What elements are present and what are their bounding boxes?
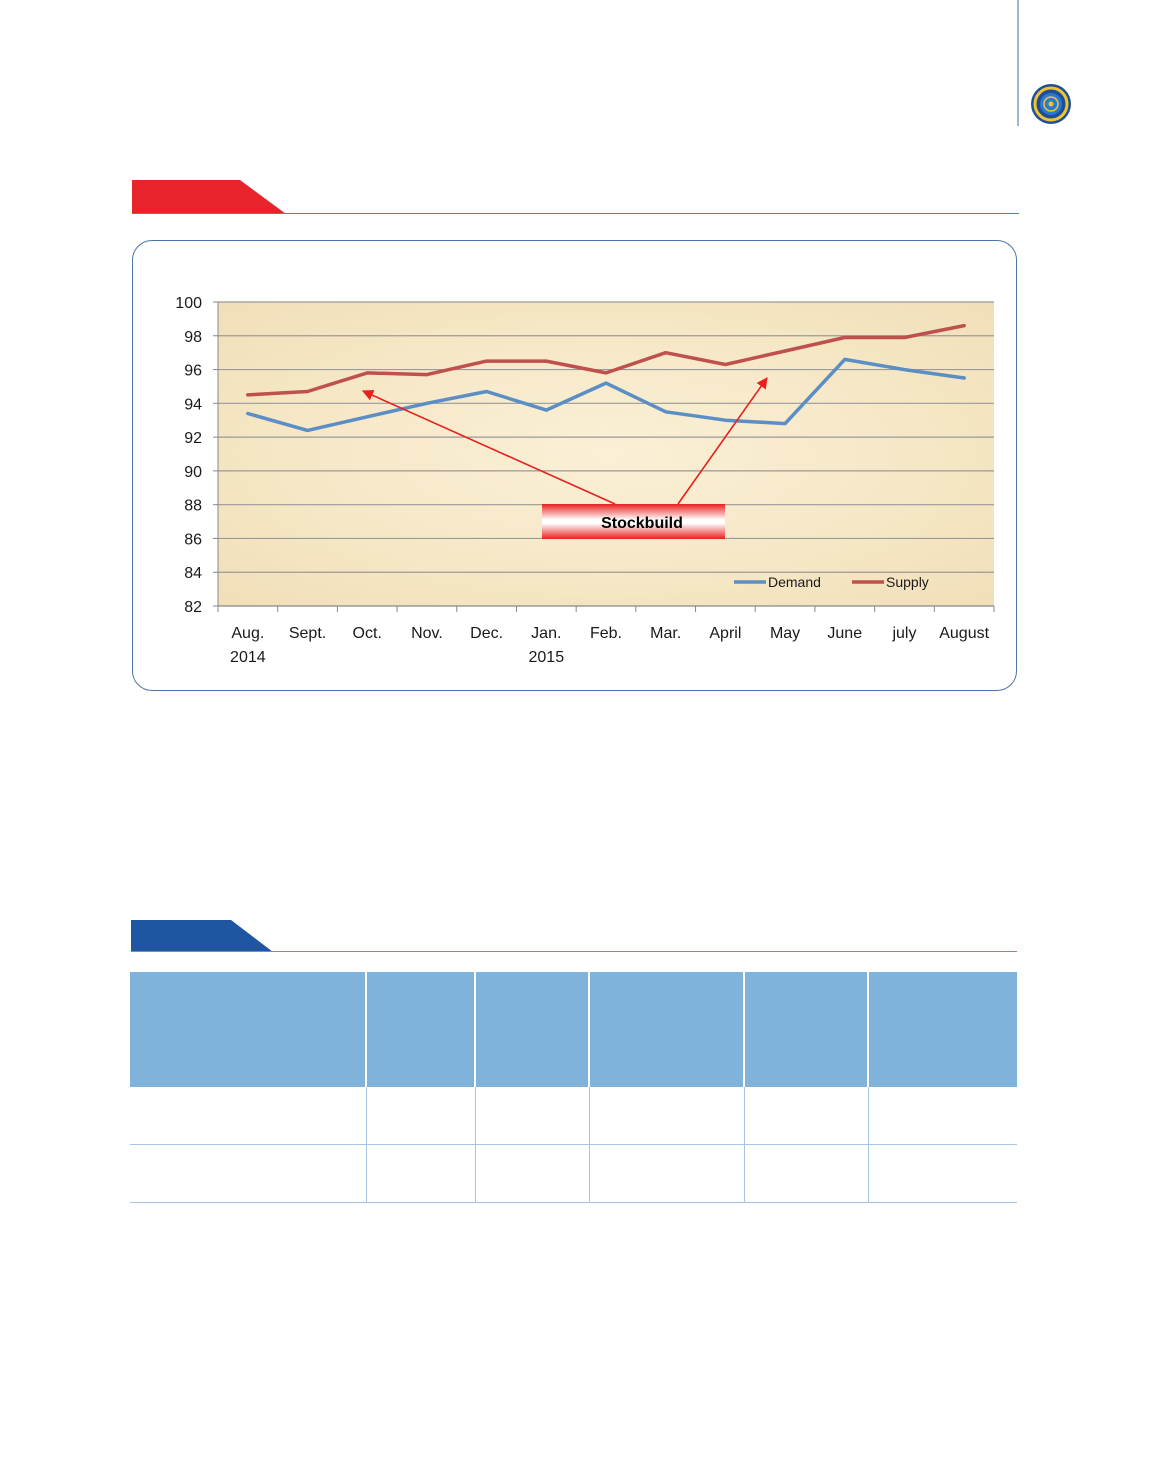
section-tab-red: [132, 180, 286, 214]
x-tick-label: Jan.: [531, 625, 561, 642]
callout-arrow: [361, 390, 616, 505]
x-tick-label: May: [770, 625, 800, 642]
x-tick-label: June: [827, 625, 862, 642]
callout-label: Stockbuild: [601, 515, 683, 532]
section-rule-red: [131, 951, 1017, 952]
stockbuild-annotation: Stockbuild: [361, 377, 768, 539]
table-cell: [366, 1144, 476, 1203]
table-row: [130, 1087, 1017, 1145]
legend: Demand Supply: [734, 574, 929, 590]
data-point-supply: [365, 371, 369, 375]
table-cell: [475, 1087, 590, 1145]
y-tick-label: 100: [175, 295, 202, 312]
header-divider: [1017, 0, 1019, 126]
y-tick-label: 82: [184, 599, 202, 616]
y-tick-label: 84: [184, 565, 202, 582]
table-cell: [130, 1087, 367, 1145]
data-point-demand: [843, 357, 847, 361]
data-table: [130, 972, 1017, 1203]
table-header-cell: [589, 972, 745, 1087]
data-point-demand: [485, 390, 489, 394]
data-point-demand: [306, 428, 310, 432]
x-tick-label: Sept.: [289, 625, 326, 642]
data-point-supply: [962, 324, 966, 328]
data-point-demand: [604, 381, 608, 385]
line-chart: 82 84 86 88 90 92 94 96 98 100 Aug. 2014 Sept. Oct. N…: [175, 295, 995, 666]
data-point-supply: [723, 362, 727, 366]
callout-arrow: [677, 377, 768, 505]
data-series: [246, 323, 966, 433]
y-tick-label: 88: [184, 498, 202, 515]
table-cell: [366, 1087, 476, 1145]
x-tick-label: 2015: [529, 649, 565, 666]
callout-box: [542, 504, 725, 539]
table-header-cell: [868, 972, 1017, 1087]
axes: [213, 301, 995, 612]
table-cell: [475, 1144, 590, 1203]
y-tick-label: 86: [184, 531, 202, 548]
table-header-cell: [366, 972, 476, 1087]
table-cell: [868, 1144, 1017, 1203]
table-cell: [589, 1144, 745, 1203]
plot-area: [218, 302, 994, 606]
data-point-demand: [246, 411, 250, 415]
x-tick-label: Mar.: [650, 625, 681, 642]
data-point-supply: [783, 349, 787, 353]
data-point-demand: [365, 415, 369, 419]
data-point-supply: [843, 335, 847, 339]
legend-label: Demand: [768, 574, 821, 590]
data-point-demand: [783, 422, 787, 426]
legend-label: Supply: [886, 574, 929, 590]
table-row: [130, 1144, 1017, 1203]
section-rule: [132, 213, 1019, 214]
data-point-supply: [604, 371, 608, 375]
data-point-demand: [962, 376, 966, 380]
x-tick-label: 2014: [230, 649, 266, 666]
data-point-supply: [902, 335, 906, 339]
organization-logo: [1031, 84, 1071, 124]
table-cell: [589, 1087, 745, 1145]
table-cell: [744, 1144, 869, 1203]
y-tick-label: 90: [184, 464, 202, 481]
x-tick-label: Nov.: [411, 625, 443, 642]
x-tick-label: April: [709, 625, 741, 642]
table-header-row: [130, 972, 1017, 1087]
data-point-supply: [306, 390, 310, 394]
data-point-supply: [664, 351, 668, 355]
data-point-supply: [544, 359, 548, 363]
data-point-demand: [902, 368, 906, 372]
table-header-cell: [130, 972, 367, 1087]
y-tick-label: 94: [184, 396, 202, 413]
x-tick-labels: Aug. 2014 Sept. Oct. Nov. Dec. Jan. 2015 Feb. Mar…: [230, 625, 990, 666]
data-point-demand: [664, 410, 668, 414]
data-point-supply: [246, 393, 250, 397]
x-tick-label: Dec.: [470, 625, 503, 642]
y-tick-label: 96: [184, 363, 202, 380]
data-point-demand: [425, 401, 429, 405]
y-tick-label: 92: [184, 430, 202, 447]
y-tick-labels: 82 84 86 88 90 92 94 96 98 100: [175, 295, 202, 616]
table-cell: [868, 1087, 1017, 1145]
data-point-supply: [485, 359, 489, 363]
section-tab-blue: [131, 920, 273, 952]
table-header-cell: [744, 972, 869, 1087]
x-tick-label: Aug.: [231, 625, 264, 642]
data-point-demand: [723, 418, 727, 422]
data-point-supply: [425, 373, 429, 377]
table-cell: [744, 1087, 869, 1145]
table-cell: [130, 1144, 367, 1203]
y-tick-label: 98: [184, 329, 202, 346]
x-tick-label: Feb.: [590, 625, 622, 642]
x-tick-label: August: [939, 625, 989, 642]
x-tick-label: Oct.: [353, 625, 382, 642]
data-point-demand: [544, 408, 548, 412]
table-header-cell: [475, 972, 590, 1087]
x-tick-label: july: [891, 625, 916, 642]
